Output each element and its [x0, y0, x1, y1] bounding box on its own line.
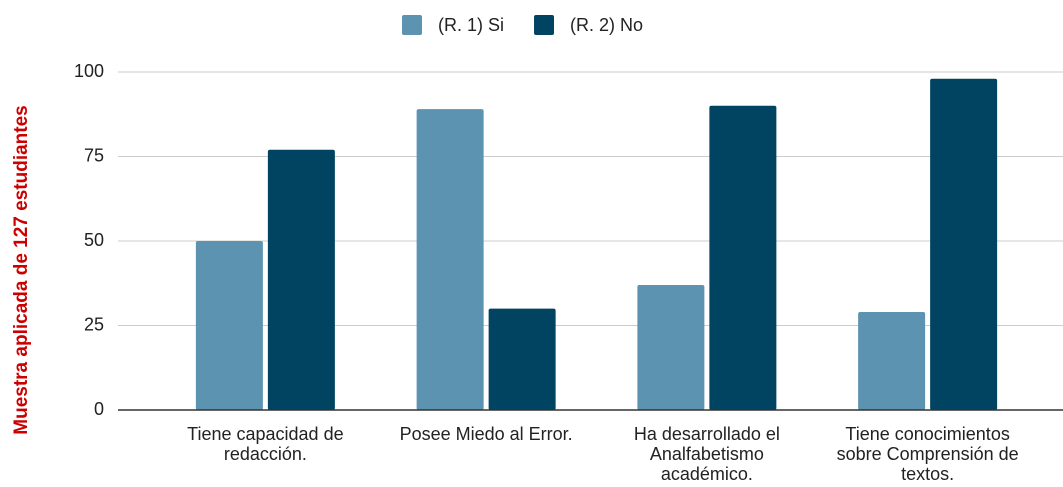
- legend-swatch: [402, 15, 422, 35]
- y-axis-title: Muestra aplicada de 127 estudiantes: [11, 105, 32, 434]
- x-tick-label: Posee Miedo al Error.: [399, 424, 573, 444]
- bar: [930, 78, 998, 410]
- x-tick-label: Tiene capacidad de redacción.: [187, 424, 344, 464]
- bar: [858, 311, 926, 410]
- bar: [267, 149, 335, 411]
- bar: [637, 284, 705, 410]
- y-tick-label: 25: [84, 314, 104, 334]
- y-tick-label: 50: [84, 230, 104, 250]
- bar: [195, 241, 263, 410]
- legend-label: (R. 1) Si: [438, 15, 504, 35]
- y-tick-label: 0: [94, 399, 104, 419]
- legend-label: (R. 2) No: [570, 15, 643, 35]
- y-tick-label: 75: [84, 145, 104, 165]
- y-tick-label: 100: [74, 61, 104, 81]
- bar: [416, 109, 484, 411]
- legend-swatch: [534, 15, 555, 35]
- x-tick-label: Tiene conocimientos sobre Comprensión de…: [836, 424, 1019, 484]
- bar: [488, 308, 556, 410]
- bar: [709, 105, 777, 411]
- x-tick-label: Ha desarrollado el Analfabetismo académi…: [633, 424, 780, 484]
